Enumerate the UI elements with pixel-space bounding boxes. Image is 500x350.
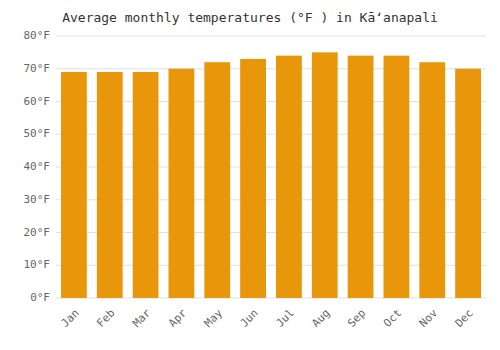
y-tick-label: 40°F <box>24 160 51 173</box>
y-tick-label: 30°F <box>24 193 51 206</box>
x-tick-label: Apr <box>166 306 190 330</box>
x-tick-label: Sep <box>345 307 368 330</box>
title: Average monthly temperatures (°F ) in Kā… <box>62 10 438 25</box>
bar <box>97 72 123 298</box>
y-tick-label: 0°F <box>30 291 50 304</box>
x-tick-label: Jun <box>238 307 261 330</box>
x-tick-label: Jan <box>58 307 81 330</box>
y-tick-label: 20°F <box>24 226 51 239</box>
bar <box>133 72 159 298</box>
bar <box>169 69 195 298</box>
bars <box>61 52 481 298</box>
y-tick-label: 50°F <box>24 127 51 140</box>
x-tick-label: Jul <box>273 307 296 330</box>
bar <box>276 56 302 298</box>
x-tick-label: Mar <box>130 306 154 330</box>
bar <box>61 72 87 298</box>
x-tick-label: May <box>202 306 226 330</box>
y-tick-label: 80°F <box>24 29 51 42</box>
x-tick-label: Feb <box>94 307 117 330</box>
page: {"chart_data": {"type": "bar", "title": … <box>0 0 500 350</box>
y-tick-label: 10°F <box>24 258 51 271</box>
y-axis: 0°F 10°F 20°F 30°F 40°F 50°F 60°F 70°F 80°F <box>24 29 51 304</box>
bar <box>384 56 410 298</box>
bar <box>348 56 374 298</box>
bar <box>240 59 266 298</box>
grid-line <box>56 36 486 37</box>
x-tick-label: Aug <box>309 307 332 330</box>
x-axis: Jan Feb Mar Apr May Jun Jul Aug Sep Oct Nov Dec <box>58 306 475 330</box>
bar <box>455 69 481 298</box>
bar <box>312 52 338 298</box>
bar <box>419 62 445 298</box>
x-tick-label: Nov <box>417 306 441 330</box>
x-tick-label: Oct <box>381 307 404 330</box>
y-tick-label: 70°F <box>24 62 51 75</box>
chart: Average monthly temperatures (°F ) in Kā… <box>0 0 500 350</box>
y-grid <box>56 36 486 298</box>
x-tick-label: Dec <box>453 307 476 330</box>
bar <box>204 62 230 298</box>
y-tick-label: 60°F <box>24 95 51 108</box>
